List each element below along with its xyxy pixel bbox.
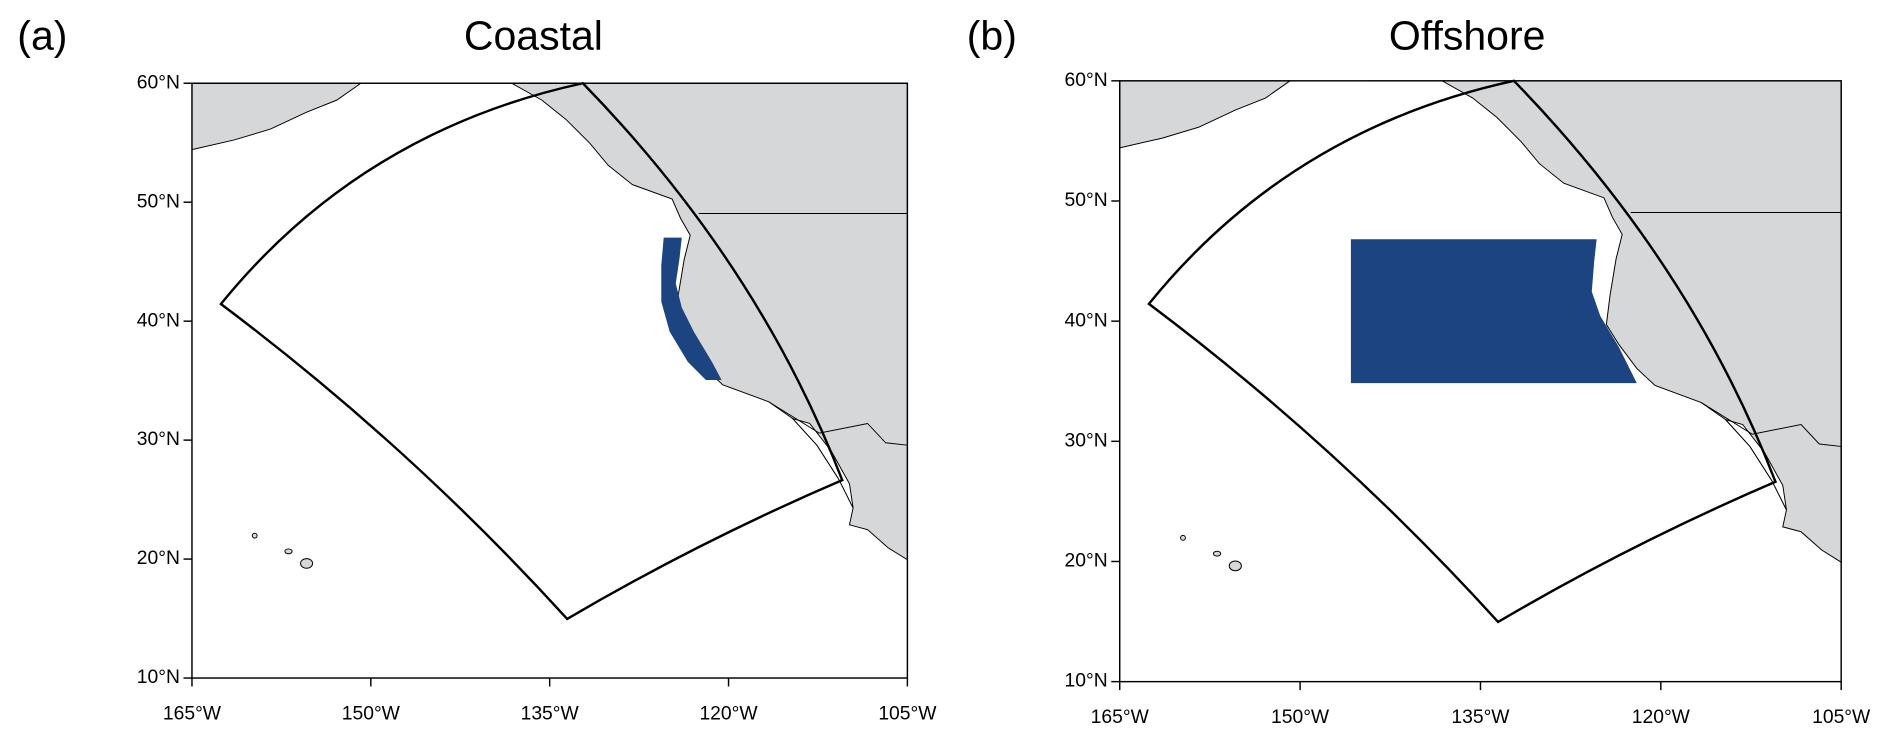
x-tick-label: 135°W bbox=[521, 703, 580, 724]
y-tick-label: 60°N bbox=[137, 72, 180, 93]
island bbox=[284, 548, 293, 555]
gulf bbox=[1724, 418, 1787, 511]
island bbox=[1212, 550, 1222, 557]
panel-label: (a) bbox=[17, 12, 67, 58]
gulf bbox=[791, 417, 854, 509]
y-tick-label: 40°N bbox=[1065, 310, 1108, 331]
y-tick-label: 30°N bbox=[137, 429, 180, 450]
y-tick-label: 50°N bbox=[1065, 190, 1108, 211]
land bbox=[1119, 80, 1842, 564]
panel-label: (b) bbox=[967, 12, 1017, 58]
y-tick-label: 50°N bbox=[137, 191, 180, 212]
island bbox=[1228, 560, 1242, 572]
y-tick-label: 10°N bbox=[1065, 671, 1108, 692]
x-tick-label: 150°W bbox=[342, 703, 401, 724]
region bbox=[1350, 239, 1637, 384]
x-tick-label: 120°W bbox=[1632, 707, 1691, 728]
border bbox=[768, 401, 908, 446]
x-tick-label: 120°W bbox=[699, 703, 758, 724]
domain-outline bbox=[1147, 79, 1778, 624]
x-tick-label: 135°W bbox=[1451, 707, 1510, 728]
y-tick-label: 10°N bbox=[137, 667, 180, 688]
island bbox=[251, 532, 258, 539]
map bbox=[1119, 79, 1842, 624]
y-tick-label: 40°N bbox=[137, 310, 180, 331]
border bbox=[1701, 402, 1842, 447]
y-tick-label: 20°N bbox=[137, 548, 180, 569]
y-tick-label: 30°N bbox=[1065, 430, 1108, 451]
y-tick-label: 20°N bbox=[1065, 551, 1108, 572]
land bbox=[191, 82, 908, 561]
panel-title: Offshore bbox=[1389, 12, 1546, 58]
x-tick-label: 105°W bbox=[878, 703, 937, 724]
island bbox=[300, 558, 314, 569]
island bbox=[1180, 534, 1186, 541]
x-tick-label: 165°W bbox=[163, 703, 222, 724]
y-tick-label: 60°N bbox=[1065, 70, 1108, 91]
region bbox=[661, 237, 722, 381]
panel-title: Coastal bbox=[464, 12, 603, 58]
x-tick-label: 150°W bbox=[1271, 707, 1330, 728]
map bbox=[191, 81, 908, 621]
x-tick-label: 165°W bbox=[1091, 707, 1150, 728]
domain-outline bbox=[219, 81, 844, 621]
x-tick-label: 105°W bbox=[1812, 707, 1871, 728]
